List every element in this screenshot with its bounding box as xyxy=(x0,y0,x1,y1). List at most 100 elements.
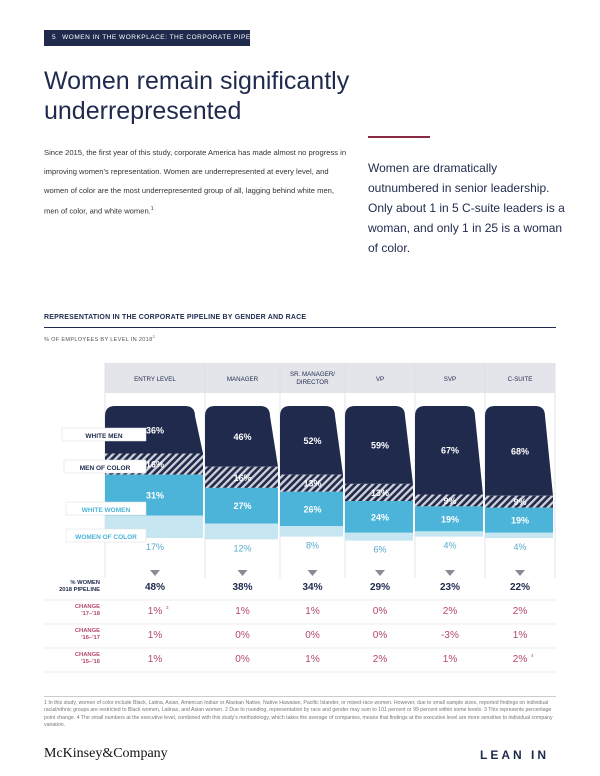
value-label: 46% xyxy=(233,432,251,442)
column-header-label: SVP xyxy=(444,376,456,383)
value-label: 67% xyxy=(441,446,459,456)
row-label-line: '16–'17 xyxy=(81,635,100,641)
table-cell: 0% xyxy=(373,630,388,641)
row-label-line: '17–'18 xyxy=(81,611,101,617)
value-label: 12% xyxy=(233,543,251,553)
column-header-label: MANAGER xyxy=(227,376,259,383)
table-cell: 0% xyxy=(235,630,250,641)
table-footnote-ref: 3 xyxy=(166,605,169,610)
segment-white-men xyxy=(280,406,343,475)
down-arrow-icon xyxy=(307,570,318,576)
table-footnote-ref: 4 xyxy=(531,653,534,658)
lean-in-logo: LEAN IN xyxy=(480,748,549,762)
segment-white-men xyxy=(205,406,278,467)
down-arrow-icon xyxy=(150,570,160,576)
row-label: % WOMEN 2018 PIPELINE xyxy=(59,580,100,593)
segment-women-of-color xyxy=(345,532,413,541)
column-header-line: DIRECTOR xyxy=(296,379,329,386)
table-cell: 23% xyxy=(440,582,460,593)
footnote-divider xyxy=(44,696,556,697)
intro-text: Since 2015, the first year of this study… xyxy=(44,148,347,216)
segment-white-women xyxy=(280,491,343,527)
segment-white-men xyxy=(345,406,413,484)
value-label: 19% xyxy=(441,514,459,524)
row-label: CHANGE '17–'18 xyxy=(75,604,101,617)
table-cell: 29% xyxy=(370,582,390,593)
down-arrow-icon xyxy=(375,570,385,576)
chart-subtitle-ref: 2 xyxy=(152,334,156,339)
segment-white-men xyxy=(415,406,483,495)
table-cell: 2% xyxy=(373,654,388,665)
value-label: 9% xyxy=(513,497,526,507)
segment-men-of-color xyxy=(205,466,278,488)
table-cell: 0% xyxy=(305,630,320,641)
chart-section-title: REPRESENTATION IN THE CORPORATE PIPELINE… xyxy=(44,314,307,321)
value-label: 59% xyxy=(371,440,389,450)
page-number: 5 xyxy=(52,34,57,41)
segment-white-women xyxy=(345,501,413,533)
value-label: 68% xyxy=(511,446,529,456)
table-cell: 2% xyxy=(513,606,528,617)
segment-men-of-color xyxy=(280,474,343,492)
series-tag xyxy=(63,459,147,474)
column-header-line: SR. MANAGER/ xyxy=(290,371,335,378)
chart-subtitle: % OF EMPLOYEES BY LEVEL IN 20182 xyxy=(44,334,155,343)
table-cell: -3% xyxy=(441,630,459,641)
table-cell: 1% xyxy=(148,654,163,665)
mckinsey-logo: McKinsey&Company xyxy=(44,746,168,761)
value-label: 36% xyxy=(146,425,164,435)
intro-footnote-ref: 1 xyxy=(150,206,154,212)
value-label: 4% xyxy=(513,542,526,552)
section-divider xyxy=(44,327,556,328)
row-label-line: CHANGE xyxy=(75,604,100,610)
table-cell: 22% xyxy=(510,582,530,593)
segment-men-of-color xyxy=(485,495,553,508)
table-cell: 2% xyxy=(443,606,458,617)
table-cell: 48% xyxy=(145,582,165,593)
pipeline-chart: ENTRY LEVEL MANAGER SR. MANAGER/DIRECTOR VP… xyxy=(44,363,556,673)
series-legend-label: WHITE WOMEN xyxy=(82,507,131,514)
value-label: 4% xyxy=(443,541,456,551)
row-label-line: CHANGE xyxy=(75,652,100,658)
row-label-line: % WOMEN xyxy=(70,580,100,586)
segment-white-women xyxy=(485,507,553,533)
series-tag xyxy=(65,528,147,543)
segment-white-men xyxy=(485,406,553,496)
row-label-line: CHANGE xyxy=(75,628,100,634)
value-label: 6% xyxy=(373,545,386,555)
segment-women-of-color xyxy=(415,531,483,537)
table-cell: 1% xyxy=(148,630,163,641)
value-label: 8% xyxy=(306,541,319,551)
value-label: 19% xyxy=(511,516,529,526)
intro-paragraph: Since 2015, the first year of this study… xyxy=(44,143,349,221)
segment-women-of-color xyxy=(205,523,278,540)
value-label: 16% xyxy=(233,473,251,483)
value-label: 27% xyxy=(233,501,251,511)
table-cell: 1% xyxy=(148,606,163,617)
chart-subtitle-text: % OF EMPLOYEES BY LEVEL IN 2018 xyxy=(44,336,153,343)
series-legend-label: MEN OF COLOR xyxy=(80,465,131,472)
series-tag xyxy=(65,501,147,516)
column-header-label: VP xyxy=(376,376,384,383)
row-label-line: 2018 PIPELINE xyxy=(59,587,100,593)
segment-white-women xyxy=(205,487,278,524)
table-cell: 0% xyxy=(235,654,250,665)
section-label: WOMEN IN THE WORKPLACE: THE CORPORATE PI… xyxy=(62,34,268,41)
segment-white-women xyxy=(415,506,483,532)
value-label: 13% xyxy=(303,479,321,489)
row-label-line: '15–'16 xyxy=(81,659,101,665)
table-cell: 1% xyxy=(235,606,250,617)
callout-quote: Women are dramatically outnumbered in se… xyxy=(368,161,565,255)
table-cell: 34% xyxy=(302,582,322,593)
value-label: 24% xyxy=(371,512,389,522)
segment-women-of-color xyxy=(485,532,553,538)
segment-women-of-color xyxy=(280,526,343,537)
segment-men-of-color xyxy=(345,483,413,502)
column-header-label: C-SUITE xyxy=(508,376,533,383)
down-arrow-icon xyxy=(515,570,525,576)
column-header-band xyxy=(105,363,555,393)
value-label: 31% xyxy=(146,491,164,501)
column-header-label: SR. MANAGER/DIRECTOR xyxy=(290,371,335,386)
value-label: 13% xyxy=(371,488,389,498)
table-cell: 1% xyxy=(443,654,458,665)
